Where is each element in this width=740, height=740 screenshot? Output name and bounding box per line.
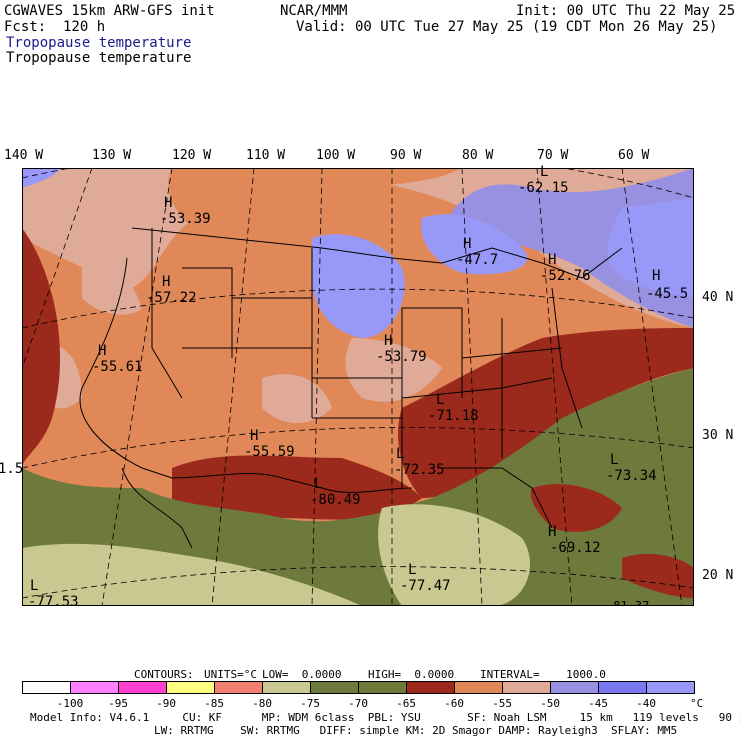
- map-label-value: -77.47: [400, 578, 451, 594]
- physics-info: LW: RRTMG SW: RRTMG DIFF: simple KM: 2D …: [154, 724, 678, 737]
- lon-label: 130 W: [92, 148, 132, 163]
- contour-high: HIGH= 0.0000: [368, 668, 455, 681]
- init-time: Init: 00 UTC Thu 22 May 25: [516, 3, 736, 19]
- political-borders: [79, 227, 623, 549]
- colorbar-swatch: [646, 681, 695, 694]
- map-label-kind: H: [98, 343, 107, 359]
- model-title: CGWAVES 15km ARW-GFS init: [4, 3, 215, 19]
- colorbar-tick-label: -40: [636, 697, 656, 710]
- field-name-secondary: Tropopause temperature: [6, 50, 192, 66]
- map-label-value: -81.37: [606, 599, 650, 606]
- map-label-kind: L: [610, 452, 619, 468]
- map-label-value: -53.39: [160, 211, 211, 227]
- colorbar-tick-label: -55: [492, 697, 512, 710]
- colorbar-tick-label: -100: [56, 697, 84, 710]
- lon-label: 60 W: [618, 148, 650, 163]
- colorbar-swatch: [22, 681, 71, 694]
- map-label-value: -62.15: [518, 180, 569, 196]
- colorbar-unit: °C: [690, 697, 704, 710]
- colorbar-tick-label: -70: [348, 697, 368, 710]
- colorbar-swatch: [550, 681, 599, 694]
- colorbar-swatch: [118, 681, 167, 694]
- forecast-hour: Fcst: 120 h: [4, 19, 106, 35]
- lon-label: 120 W: [172, 148, 212, 163]
- field-name-primary: Tropopause temperature: [6, 35, 192, 51]
- map-label-value: 1.5: [0, 461, 24, 477]
- model-info: Model Info: V4.6.1 CU: KF MP: WDM 6class…: [30, 711, 740, 724]
- map-label-kind: H: [652, 268, 661, 284]
- colorbar-tick-label: -60: [444, 697, 464, 710]
- map-label-kind: H: [463, 236, 472, 252]
- map-label-value: -55.61: [92, 359, 143, 375]
- colorbar-swatch: [454, 681, 503, 694]
- map-label-value: -73.34: [606, 468, 657, 484]
- lon-label: 90 W: [390, 148, 422, 163]
- map-label-kind: L: [396, 446, 405, 462]
- map-label-kind: L: [408, 562, 417, 578]
- colorbar-swatch: [358, 681, 407, 694]
- colorbar-swatch: [166, 681, 215, 694]
- colorbar-swatch: [262, 681, 311, 694]
- map-label-kind: L: [436, 392, 445, 408]
- map-label-value: -53.79: [376, 349, 427, 365]
- colorbar-tick-label: -80: [252, 697, 272, 710]
- map-label-value: -52.76: [540, 268, 591, 284]
- map-label-value: -80.49: [310, 492, 361, 508]
- colorbar-swatch: [598, 681, 647, 694]
- map-label-kind: H: [548, 252, 557, 268]
- contour-units: UNITS=°C: [204, 668, 257, 681]
- colorbar-tick-label: -65: [396, 697, 416, 710]
- valid-time: Valid: 00 UTC Tue 27 May 25 (19 CDT Mon …: [296, 19, 718, 35]
- organization: NCAR/MMM: [280, 3, 348, 19]
- lon-label: 80 W: [462, 148, 494, 163]
- map-label-value: -71.18: [428, 408, 479, 424]
- lon-label: 140 W: [4, 148, 44, 163]
- colorbar-tick-label: -75: [300, 697, 320, 710]
- map-label-value: -55.59: [244, 444, 295, 460]
- contour-low: LOW= 0.0000: [262, 668, 342, 681]
- colorbar-swatch: [214, 681, 263, 694]
- colorbar-tick-label: -90: [156, 697, 176, 710]
- map-label-kind: L: [314, 476, 323, 492]
- contour-interval: INTERVAL= 1000.0: [480, 668, 606, 681]
- lon-label: 70 W: [537, 148, 569, 163]
- map-label-value: -77.53: [28, 594, 79, 606]
- map-label-kind: L: [540, 164, 549, 180]
- colorbar-swatch: [406, 681, 455, 694]
- lat-label: 30 N: [702, 428, 734, 443]
- map-label-kind: H: [162, 274, 171, 290]
- colorbar-swatch: [310, 681, 359, 694]
- map-label-kind: L: [30, 578, 39, 594]
- graticule: [22, 168, 694, 606]
- colorbar-swatch: [70, 681, 119, 694]
- map-label-kind: H: [548, 524, 557, 540]
- lon-label: 100 W: [316, 148, 356, 163]
- lat-label: 20 N: [702, 568, 734, 583]
- map-label-value: -69.12: [550, 540, 601, 556]
- lat-label: 40 N: [702, 290, 734, 305]
- colorbar-tick-label: -50: [540, 697, 560, 710]
- colorbar-swatch: [502, 681, 551, 694]
- map-label-value: -47.7: [456, 252, 499, 268]
- map-label-kind: H: [250, 428, 259, 444]
- colorbar-tick-label: -45: [588, 697, 608, 710]
- lon-label: 110 W: [246, 148, 286, 163]
- field-band-darkred: [22, 228, 61, 468]
- contour-label: CONTOURS:: [134, 668, 194, 681]
- tropopause-temperature-map: [22, 168, 694, 606]
- colorbar-tick-label: -95: [108, 697, 128, 710]
- map-label-kind: H: [164, 195, 173, 211]
- map-label-value: -72.35: [394, 462, 445, 478]
- colorbar-tick-label: -85: [204, 697, 224, 710]
- map-label-kind: H: [384, 333, 393, 349]
- map-label-value: -45.5: [646, 286, 689, 302]
- map-label-value: -57.22: [146, 290, 197, 306]
